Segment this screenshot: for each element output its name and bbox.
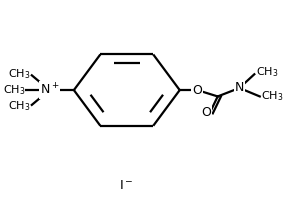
Text: N$^+$: N$^+$ [40, 82, 59, 98]
Text: CH$_3$: CH$_3$ [261, 89, 284, 103]
Text: CH$_3$: CH$_3$ [256, 66, 278, 79]
Text: CH$_3$: CH$_3$ [3, 83, 25, 97]
Text: CH$_3$: CH$_3$ [8, 100, 31, 113]
Text: CH$_3$: CH$_3$ [8, 67, 31, 80]
Text: O: O [192, 84, 202, 97]
Text: O: O [201, 106, 211, 119]
Text: N: N [235, 82, 244, 95]
Text: I$^-$: I$^-$ [120, 179, 134, 192]
